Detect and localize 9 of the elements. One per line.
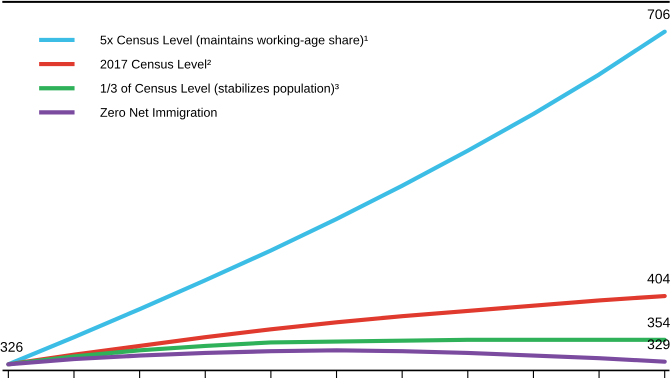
data-label: 354 (648, 318, 670, 328)
legend-label: 1/3 of Census Level (stabilizes population)³ (100, 84, 339, 96)
legend-label: 5x Census Level (maintains working-age share)¹ (100, 35, 368, 47)
data-label: 326 (0, 342, 23, 352)
data-label: 706 (648, 9, 670, 20)
data-label: 404 (647, 274, 670, 284)
data-label: 329 (648, 339, 670, 350)
legend-label: Zero Net Immigration (100, 108, 217, 120)
legend-label: 2017 Census Level² (100, 59, 211, 69)
